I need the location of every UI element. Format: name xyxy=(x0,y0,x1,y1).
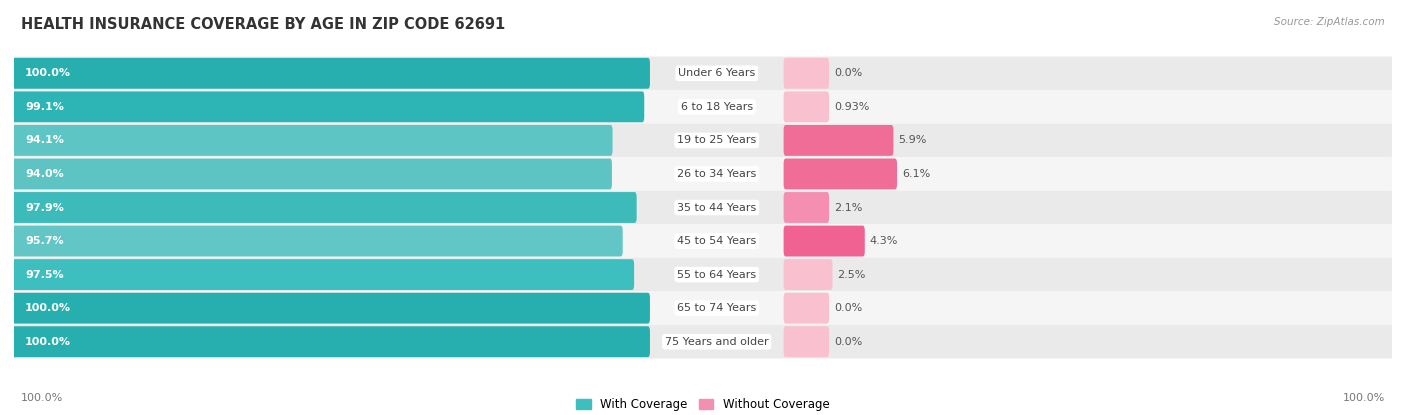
Text: 6 to 18 Years: 6 to 18 Years xyxy=(681,102,752,112)
Text: HEALTH INSURANCE COVERAGE BY AGE IN ZIP CODE 62691: HEALTH INSURANCE COVERAGE BY AGE IN ZIP … xyxy=(21,17,505,32)
Text: Under 6 Years: Under 6 Years xyxy=(678,68,755,78)
Text: 94.0%: 94.0% xyxy=(25,169,63,179)
FancyBboxPatch shape xyxy=(14,90,1392,124)
Legend: With Coverage, Without Coverage: With Coverage, Without Coverage xyxy=(572,393,834,415)
Text: 99.1%: 99.1% xyxy=(25,102,63,112)
Text: 45 to 54 Years: 45 to 54 Years xyxy=(678,236,756,246)
FancyBboxPatch shape xyxy=(783,192,830,223)
FancyBboxPatch shape xyxy=(14,258,1392,291)
FancyBboxPatch shape xyxy=(14,157,1392,191)
Text: 100.0%: 100.0% xyxy=(25,337,72,347)
Text: 100.0%: 100.0% xyxy=(21,393,63,403)
Text: 5.9%: 5.9% xyxy=(898,135,927,145)
FancyBboxPatch shape xyxy=(783,226,865,256)
FancyBboxPatch shape xyxy=(13,226,623,256)
FancyBboxPatch shape xyxy=(13,159,612,189)
Text: 97.5%: 97.5% xyxy=(25,270,63,280)
Text: 0.93%: 0.93% xyxy=(834,102,869,112)
FancyBboxPatch shape xyxy=(13,125,613,156)
Text: 94.1%: 94.1% xyxy=(25,135,63,145)
Text: 65 to 74 Years: 65 to 74 Years xyxy=(678,303,756,313)
FancyBboxPatch shape xyxy=(13,326,650,357)
FancyBboxPatch shape xyxy=(14,124,1392,157)
FancyBboxPatch shape xyxy=(13,259,634,290)
FancyBboxPatch shape xyxy=(783,91,830,122)
FancyBboxPatch shape xyxy=(783,259,832,290)
FancyBboxPatch shape xyxy=(14,56,1392,90)
FancyBboxPatch shape xyxy=(783,326,830,357)
Text: 55 to 64 Years: 55 to 64 Years xyxy=(678,270,756,280)
FancyBboxPatch shape xyxy=(783,293,830,324)
Text: 2.5%: 2.5% xyxy=(838,270,866,280)
Text: 100.0%: 100.0% xyxy=(25,303,72,313)
Text: 97.9%: 97.9% xyxy=(25,203,63,212)
FancyBboxPatch shape xyxy=(14,224,1392,258)
Text: 75 Years and older: 75 Years and older xyxy=(665,337,769,347)
FancyBboxPatch shape xyxy=(783,58,830,89)
FancyBboxPatch shape xyxy=(13,58,650,89)
FancyBboxPatch shape xyxy=(783,125,893,156)
Text: 6.1%: 6.1% xyxy=(901,169,931,179)
FancyBboxPatch shape xyxy=(13,293,650,324)
Text: 100.0%: 100.0% xyxy=(1343,393,1385,403)
FancyBboxPatch shape xyxy=(14,325,1392,359)
FancyBboxPatch shape xyxy=(783,159,897,189)
FancyBboxPatch shape xyxy=(14,191,1392,224)
FancyBboxPatch shape xyxy=(13,192,637,223)
Text: 0.0%: 0.0% xyxy=(834,303,862,313)
Text: 0.0%: 0.0% xyxy=(834,68,862,78)
Text: 4.3%: 4.3% xyxy=(869,236,898,246)
Text: 95.7%: 95.7% xyxy=(25,236,63,246)
Text: 35 to 44 Years: 35 to 44 Years xyxy=(678,203,756,212)
Text: 19 to 25 Years: 19 to 25 Years xyxy=(678,135,756,145)
Text: 26 to 34 Years: 26 to 34 Years xyxy=(678,169,756,179)
Text: 2.1%: 2.1% xyxy=(834,203,862,212)
Text: Source: ZipAtlas.com: Source: ZipAtlas.com xyxy=(1274,17,1385,27)
FancyBboxPatch shape xyxy=(14,291,1392,325)
Text: 0.0%: 0.0% xyxy=(834,337,862,347)
Text: 100.0%: 100.0% xyxy=(25,68,72,78)
FancyBboxPatch shape xyxy=(13,91,644,122)
